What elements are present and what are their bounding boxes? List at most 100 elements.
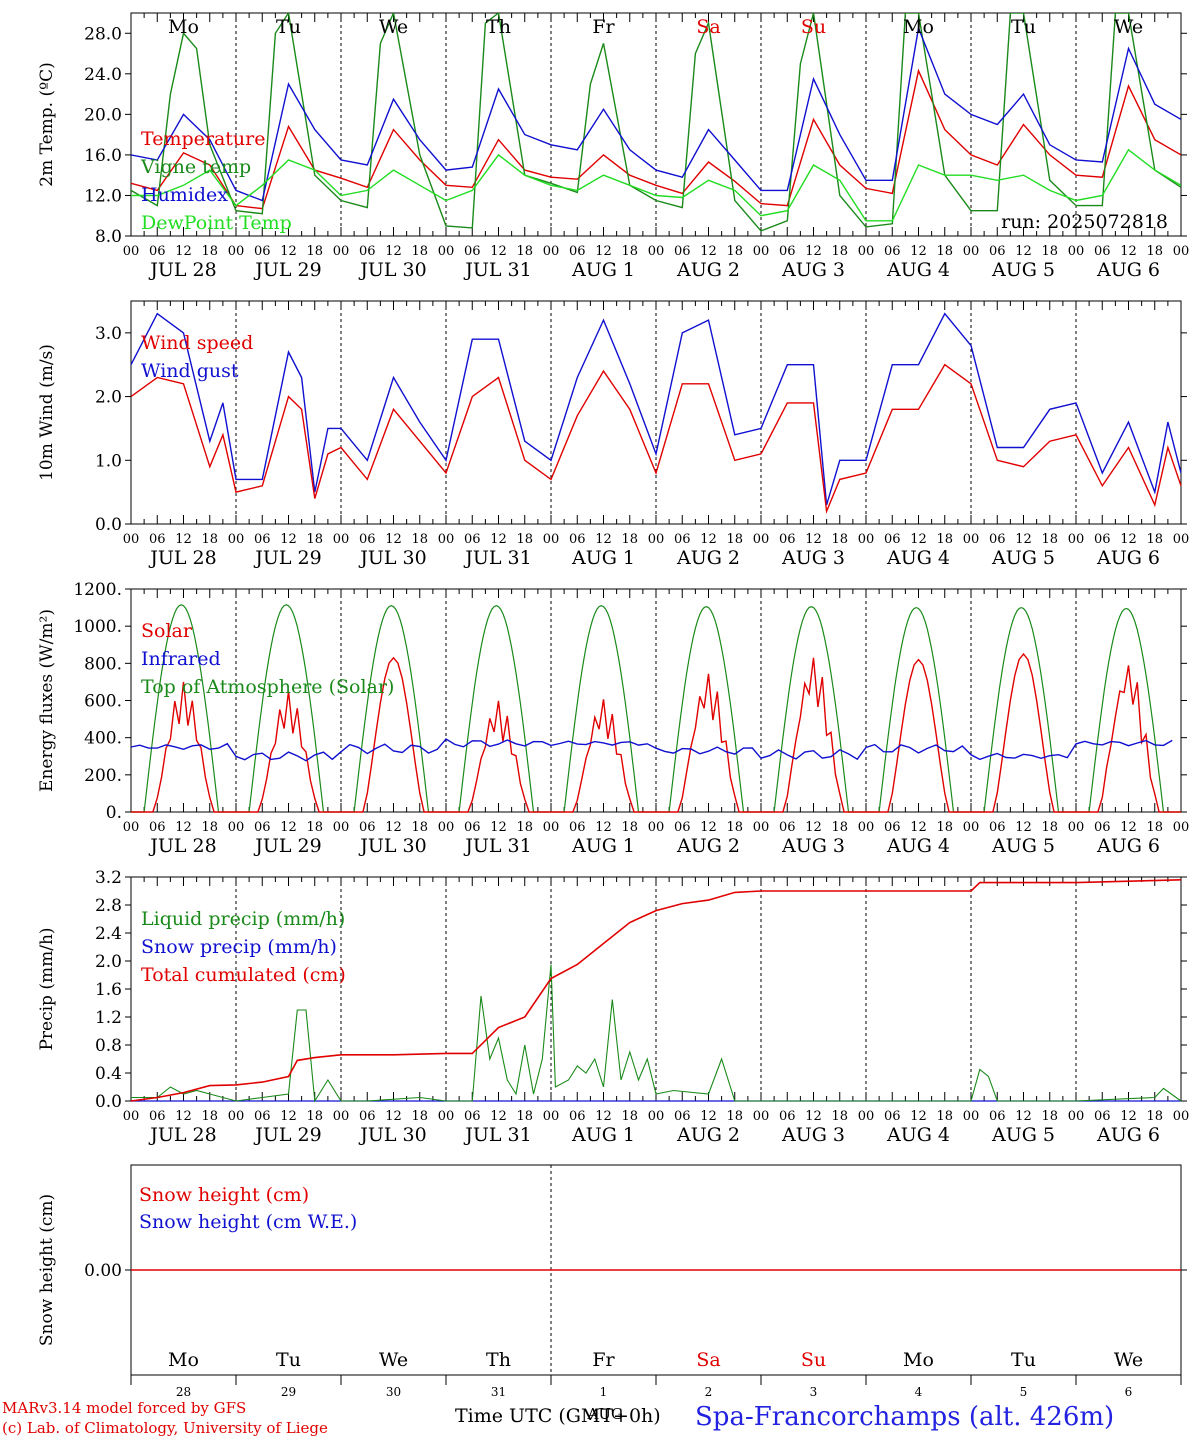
hour-tick-label: 06 <box>464 820 481 835</box>
hour-tick-label: 00 <box>753 820 770 835</box>
date-label: AUG 2 <box>676 1124 740 1146</box>
weekday-label: Tu <box>1011 1349 1036 1371</box>
hour-tick-label: 00 <box>543 244 560 259</box>
legend-entry: Top of Atmosphere (Solar) <box>141 676 394 698</box>
weekday-label: Sa <box>696 1349 720 1371</box>
day-number-label: 2 <box>705 1385 713 1399</box>
y-tick-label: 8.0 <box>95 227 122 247</box>
hour-tick-label: 06 <box>149 820 166 835</box>
hour-tick-label: 12 <box>805 532 822 547</box>
series-line <box>130 879 1182 1102</box>
hour-tick-label: 06 <box>464 532 481 547</box>
credit-line-2: (c) Lab. of Climatology, University of L… <box>2 1419 328 1437</box>
hour-tick-label: 00 <box>438 244 455 259</box>
legend-entry: Solar <box>141 620 193 642</box>
hour-tick-label: 18 <box>516 820 533 835</box>
date-label: AUG 6 <box>1096 547 1160 569</box>
date-label: JUL 28 <box>148 547 216 569</box>
hour-tick-label: 12 <box>385 1109 402 1124</box>
panel-4: 00 06 12 18 00 06 12 18 00 06 12 18 00 06 12 18 00 06 12 18… <box>37 868 1189 1146</box>
hour-tick-label: 00 <box>438 1109 455 1124</box>
hour-tick-label: 18 <box>411 244 428 259</box>
date-label: JUL 29 <box>253 259 321 281</box>
hour-tick-label: 00 <box>543 1109 560 1124</box>
series-line <box>131 604 1181 813</box>
hour-tick-label: 06 <box>254 532 271 547</box>
weekday-label: Mo <box>168 16 199 38</box>
hour-tick-label: 12 <box>700 1109 717 1124</box>
panel-5: 0.00 Snow height (cm) Snow height (cm) Snow… <box>37 1164 1187 1399</box>
hour-tick-label: 12 <box>700 244 717 259</box>
hour-tick-label: 06 <box>674 532 691 547</box>
legend-entry: Total cumulated (cm) <box>141 964 346 986</box>
hour-tick-label: 06 <box>1094 244 1111 259</box>
hour-tick-label: 00 <box>1068 244 1085 259</box>
date-label: AUG 4 <box>886 259 950 281</box>
y-axis-label: 10m Wind (m/s) <box>37 344 57 481</box>
hour-tick-label: 06 <box>1094 820 1111 835</box>
date-label: AUG 5 <box>991 259 1055 281</box>
series-line <box>130 363 1182 515</box>
hour-tick-label: 12 <box>595 244 612 259</box>
weekday-label: We <box>379 16 408 38</box>
hour-tick-label: 06 <box>254 1109 271 1124</box>
hour-tick-label: 18 <box>831 820 848 835</box>
y-tick-label: 24.0 <box>84 65 122 85</box>
hour-tick-label: 18 <box>306 532 323 547</box>
month-label: AUG <box>587 1405 623 1423</box>
hour-tick-label: 18 <box>1146 820 1163 835</box>
y-tick-label: 2.0 <box>95 952 122 972</box>
hour-tick-label: 12 <box>1120 244 1137 259</box>
panel-3: 00 06 12 18 00 06 12 18 00 06 12 18 00 06 12 18 00 06 12 18… <box>37 580 1189 857</box>
hour-tick-label: 18 <box>1146 244 1163 259</box>
hour-tick-label: 18 <box>201 244 218 259</box>
hour-tick-label: 00 <box>1173 532 1190 547</box>
hour-tick-label: 00 <box>123 1109 140 1124</box>
hour-tick-label: 12 <box>280 532 297 547</box>
hour-tick-label: 18 <box>726 1109 743 1124</box>
y-tick-label: 0.0 <box>95 1092 122 1112</box>
hour-tick-label: 18 <box>1041 1109 1058 1124</box>
hour-tick-label: 12 <box>280 820 297 835</box>
hour-tick-label: 06 <box>884 244 901 259</box>
hour-tick-label: 18 <box>1041 820 1058 835</box>
hour-tick-label: 00 <box>963 820 980 835</box>
weekday-label: Th <box>486 16 511 38</box>
panel-frame <box>130 300 1182 525</box>
date-label: AUG 3 <box>781 1124 845 1146</box>
day-number-label: 5 <box>1020 1385 1028 1399</box>
date-label: JUL 29 <box>253 835 321 857</box>
hour-tick-label: 12 <box>175 820 192 835</box>
panel-2: 00 06 12 18 00 06 12 18 00 06 12 18 00 06 12 18 00 06 12 18… <box>37 300 1190 569</box>
hour-tick-label: 00 <box>1173 820 1190 835</box>
date-label: JUL 31 <box>463 547 531 569</box>
hour-tick-label: 12 <box>385 244 402 259</box>
series-line <box>130 738 1173 762</box>
hour-tick-label: 06 <box>569 1109 586 1124</box>
hour-tick-label: 00 <box>333 1109 350 1124</box>
hour-tick-label: 00 <box>228 244 245 259</box>
hour-tick-label: 00 <box>858 1109 875 1124</box>
legend-entry: Humidex <box>141 184 228 206</box>
y-tick-label: 28.0 <box>84 24 122 44</box>
hour-tick-label: 06 <box>149 532 166 547</box>
hour-tick-label: 18 <box>1146 1109 1163 1124</box>
hour-tick-label: 00 <box>648 1109 665 1124</box>
hour-tick-label: 00 <box>1173 244 1190 259</box>
time-axis-label: Time UTC (GMT+0h) <box>455 1405 661 1427</box>
hour-tick-label: 18 <box>411 532 428 547</box>
hour-tick-label: 12 <box>700 532 717 547</box>
y-tick-label: 600. <box>84 692 122 712</box>
y-tick-label: 1200. <box>73 580 122 600</box>
hour-tick-label: 12 <box>1015 244 1032 259</box>
legend-entry: Wind speed <box>141 332 253 354</box>
date-label: JUL 30 <box>358 259 426 281</box>
hour-tick-label: 18 <box>831 532 848 547</box>
y-tick-label: 2.8 <box>95 896 122 916</box>
hour-tick-label: 12 <box>280 1109 297 1124</box>
hour-tick-label: 12 <box>490 820 507 835</box>
hour-tick-label: 18 <box>411 1109 428 1124</box>
hour-tick-label: 06 <box>779 244 796 259</box>
hour-tick-label: 12 <box>595 820 612 835</box>
weekday-label: Mo <box>168 1349 199 1371</box>
